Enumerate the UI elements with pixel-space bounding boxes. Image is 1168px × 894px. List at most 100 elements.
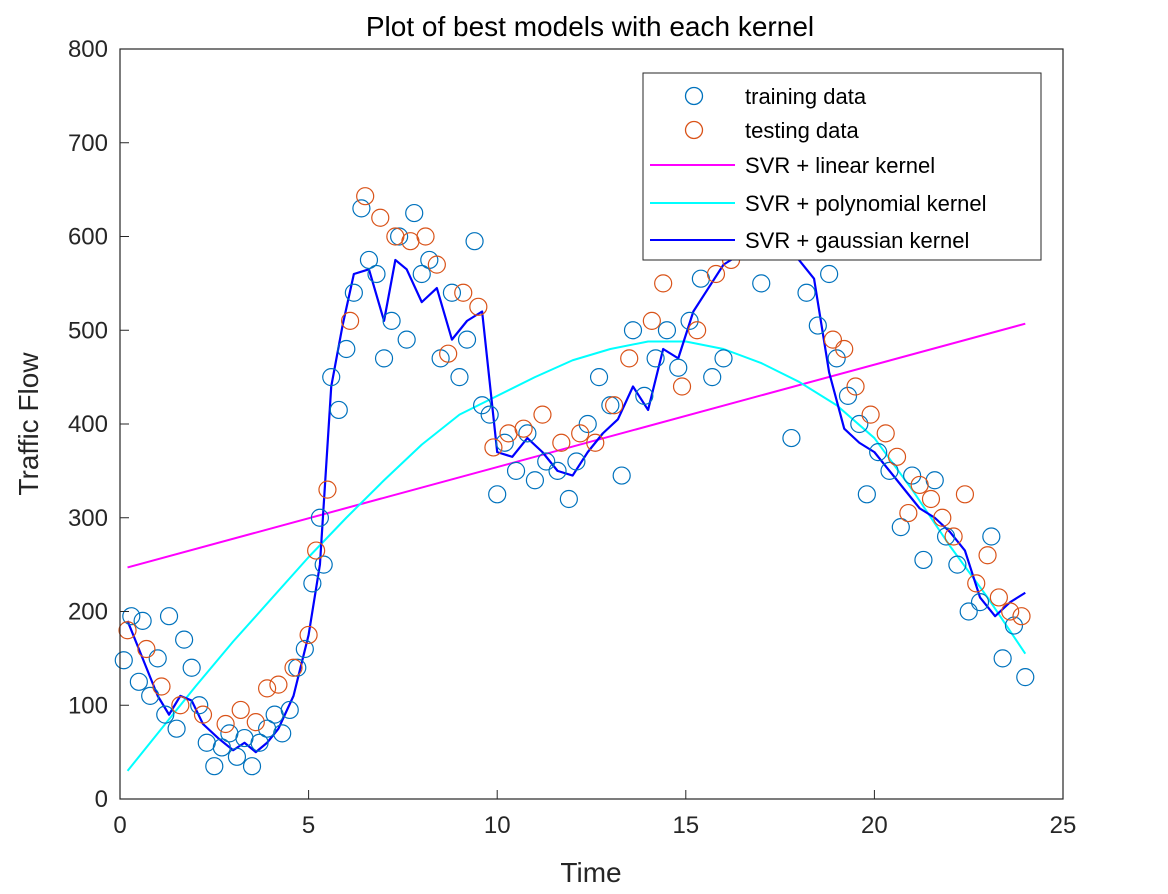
training-point [190, 696, 209, 715]
testing-point [484, 438, 503, 457]
training-point [159, 607, 179, 626]
y-tick-label: 0 [95, 786, 108, 813]
training-point [891, 518, 910, 537]
training-point [212, 738, 231, 757]
testing-point [876, 424, 895, 443]
training-point [970, 593, 990, 612]
training-point [506, 461, 526, 480]
y-tick-label: 800 [68, 36, 108, 63]
training-point [322, 368, 341, 387]
training-point [838, 386, 858, 405]
x-axis-label: Time [560, 857, 621, 888]
training-point [450, 368, 469, 387]
training-point [808, 316, 827, 335]
testing-point [642, 311, 661, 330]
testing-point [688, 321, 707, 340]
testing-point [823, 330, 843, 349]
training-point [359, 250, 379, 270]
training-point [344, 283, 363, 302]
testing-point [340, 311, 360, 330]
testing-point [533, 405, 552, 424]
training-point [559, 489, 578, 509]
training-point [703, 368, 722, 387]
testing-point [216, 714, 235, 734]
testing-point [284, 658, 303, 677]
training-point [714, 349, 733, 368]
testing-point [910, 475, 929, 495]
training-point [548, 461, 567, 480]
training-point [869, 443, 888, 462]
testing-point [469, 297, 488, 316]
y-tick-label: 700 [68, 130, 108, 157]
training-point [880, 461, 899, 480]
training-point [167, 719, 186, 738]
training-point [457, 330, 477, 349]
training-point [959, 602, 978, 621]
testing-point [386, 227, 405, 246]
training-point [1004, 616, 1024, 635]
training-point [405, 203, 424, 223]
testing-point [152, 677, 171, 696]
training-point [782, 428, 801, 448]
training-point [495, 433, 514, 452]
testing-point [605, 396, 624, 415]
training-point [1016, 668, 1035, 687]
training-point [242, 757, 262, 776]
training-point [352, 199, 371, 218]
testing-point [552, 433, 571, 452]
y-tick-label: 300 [68, 505, 108, 532]
training-point [612, 466, 631, 485]
testing-point [586, 433, 605, 452]
gaussian-kernel-line [126, 244, 1026, 754]
testing-point [416, 227, 435, 246]
testing-point [1001, 602, 1020, 621]
training-point [303, 574, 322, 593]
training-point [691, 269, 710, 288]
testing-point [835, 339, 854, 359]
training-point [537, 452, 556, 471]
training-point [182, 658, 201, 677]
testing-point [978, 546, 997, 565]
x-axis: 0 5 10 15 20 25 [113, 790, 1076, 839]
training-point [175, 630, 194, 649]
testing-point [887, 447, 907, 466]
testing-point [454, 283, 473, 302]
training-point [156, 705, 175, 724]
training-point [314, 555, 333, 574]
testing-point [231, 700, 250, 720]
training-point [567, 452, 586, 471]
training-point [295, 639, 314, 659]
training-point [948, 555, 967, 574]
x-tick-label: 15 [672, 812, 699, 839]
testing-point [672, 377, 692, 396]
training-point [827, 349, 846, 368]
testing-point [846, 377, 865, 396]
legend-training-marker [684, 86, 704, 106]
y-axis-label: Traffic Flow [13, 352, 44, 496]
training-point [382, 311, 401, 330]
testing-point [258, 679, 277, 698]
legend-linear-label: SVR + linear kernel [745, 153, 935, 178]
training-point [412, 264, 431, 284]
testing-point [299, 625, 318, 645]
legend-gaussian-label: SVR + gaussian kernel [745, 228, 969, 253]
training-point [288, 658, 307, 677]
testing-point [499, 424, 518, 443]
testing-point [318, 480, 337, 499]
legend-box [642, 72, 1042, 261]
y-tick-label: 600 [68, 224, 108, 251]
legend-polynomial-label: SVR + polynomial kernel [745, 191, 987, 216]
training-point [820, 264, 839, 284]
training-point [982, 527, 1001, 546]
training-point [310, 508, 330, 527]
testing-point [861, 405, 880, 424]
training-point [114, 651, 133, 670]
plot-area [114, 187, 1035, 776]
training-point [578, 414, 597, 434]
testing-point [620, 349, 639, 368]
training-point [133, 611, 152, 630]
testing-point [118, 621, 137, 640]
training-point [680, 311, 699, 330]
